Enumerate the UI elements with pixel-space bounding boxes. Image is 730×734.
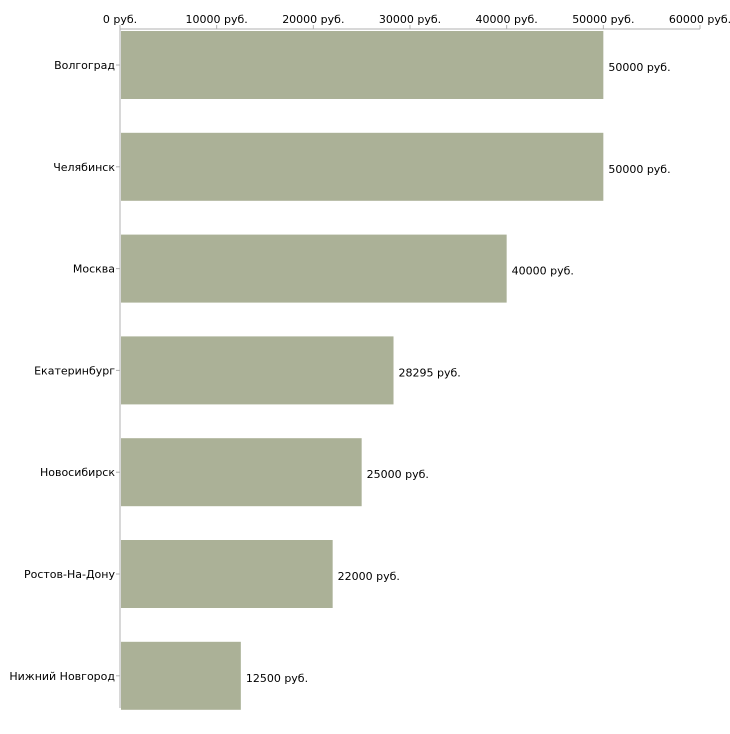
- x-tick-label: 40000 руб.: [476, 13, 538, 26]
- value-label: 50000 руб.: [608, 61, 670, 74]
- value-label: 25000 руб.: [367, 468, 429, 481]
- x-tick-label: 30000 руб.: [379, 13, 441, 26]
- chart-labels: 0 руб. 10000 руб. 20000 руб. 30000 руб. 4000…: [9, 13, 730, 685]
- bar: [121, 234, 507, 303]
- category-label: Челябинск: [53, 161, 115, 174]
- bar: [121, 540, 333, 608]
- category-label: Москва: [73, 263, 115, 276]
- x-tick-label: 50000 руб.: [572, 13, 634, 26]
- category-label: Новосибирск: [40, 466, 115, 479]
- value-label: 28295 руб.: [399, 366, 461, 379]
- category-label: Екатеринбург: [34, 364, 115, 377]
- bar: [121, 641, 241, 710]
- value-label: 22000 руб.: [338, 570, 400, 583]
- value-label: 12500 руб.: [246, 672, 308, 685]
- category-label: Нижний Новгород: [9, 670, 115, 683]
- bar: [121, 31, 604, 99]
- category-label: Волгоград: [54, 59, 115, 72]
- chart-bars: [121, 31, 604, 710]
- value-label: 40000 руб.: [512, 265, 574, 278]
- bar: [121, 438, 362, 507]
- bar: [121, 132, 604, 201]
- category-label: Ростов-На-Дону: [24, 568, 115, 581]
- bar: [121, 336, 394, 405]
- chart-axes: [116, 25, 701, 708]
- x-tick-label: 20000 руб.: [282, 13, 344, 26]
- x-tick-label: 0 руб.: [103, 13, 137, 26]
- x-tick-label: 60000 руб.: [669, 13, 730, 26]
- x-tick-label: 10000 руб.: [186, 13, 248, 26]
- value-label: 50000 руб.: [608, 163, 670, 176]
